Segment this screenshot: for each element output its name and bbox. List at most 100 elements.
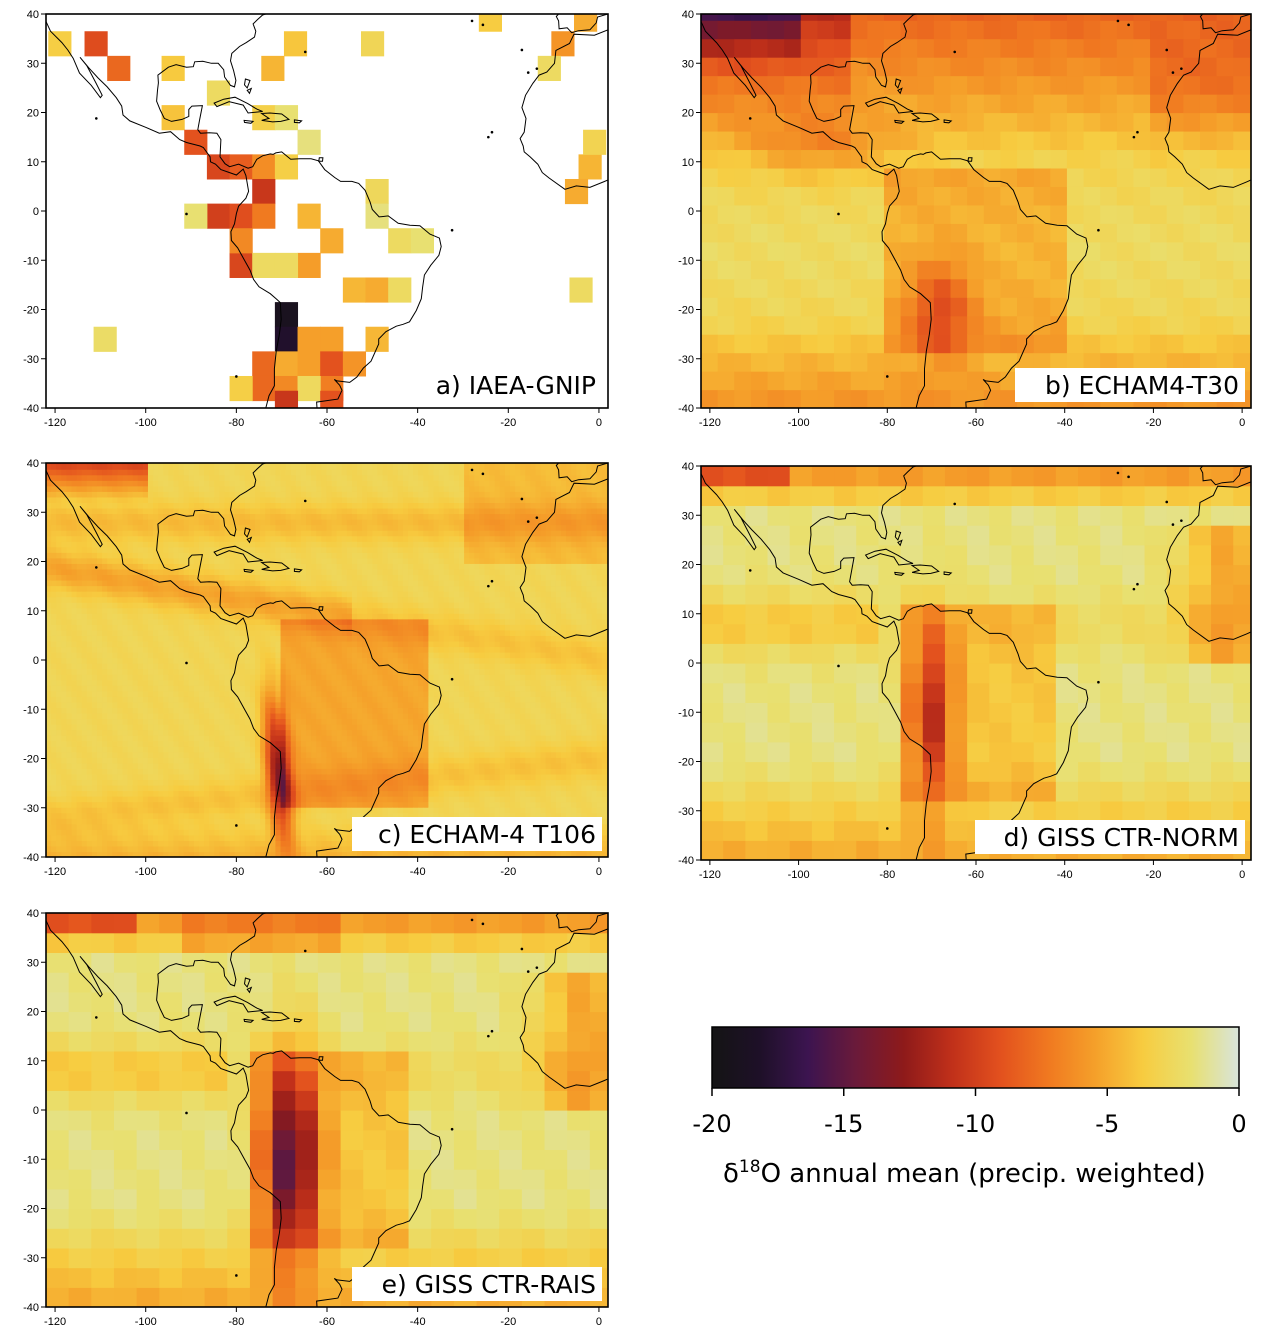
grid-cell: [260, 618, 266, 625]
grid-cell: [71, 602, 78, 609]
grid-cell: [229, 496, 236, 503]
grid-cell: [209, 729, 215, 736]
grid-cell: [219, 818, 226, 825]
grid-cell: [1100, 352, 1118, 372]
grid-cell: [234, 757, 241, 764]
grid-cell: [270, 696, 277, 703]
grid-cell: [71, 574, 78, 581]
grid-cell: [967, 38, 985, 58]
grid-cell: [76, 480, 83, 487]
grid-cell: [91, 624, 98, 631]
grid-cell: [275, 469, 282, 476]
grid-cell: [127, 796, 134, 803]
grid-cell: [229, 773, 236, 781]
grid-cell: [46, 790, 52, 797]
grid-cell: [285, 818, 292, 825]
grid-cell: [224, 668, 231, 675]
grid-cell: [311, 712, 317, 720]
grid-cell: [71, 596, 78, 603]
grid-cell: [239, 740, 246, 747]
grid-cell: [275, 724, 282, 731]
grid-cell: [255, 552, 261, 559]
grid-cell: [850, 186, 868, 206]
grid-cell: [112, 823, 118, 830]
grid-cell: [260, 762, 266, 769]
grid-cell: [178, 602, 185, 609]
grid-cell: [701, 241, 719, 261]
grid-cell: [249, 757, 256, 764]
grid-cell: [198, 801, 205, 808]
grid-cell: [46, 629, 52, 636]
grid-cell: [326, 779, 333, 786]
grid-cell: [173, 474, 180, 481]
grid-cell: [91, 651, 98, 659]
grid-cell: [107, 546, 113, 553]
grid-cell: [326, 696, 333, 703]
grid-cell: [142, 718, 149, 725]
grid-cell: [46, 735, 52, 742]
grid-cell: [66, 618, 73, 625]
grid-cell: [1100, 149, 1118, 169]
grid-cell: [158, 724, 164, 731]
grid-cell: [260, 674, 266, 681]
grid-cell: [300, 635, 307, 642]
grid-cell: [86, 674, 93, 681]
grid-cell: [102, 635, 108, 642]
grid-cell: [193, 502, 200, 509]
grid-cell: [260, 807, 266, 814]
grid-cell: [750, 389, 769, 408]
grid-cell: [1166, 112, 1184, 132]
grid-cell: [229, 602, 236, 609]
grid-cell: [255, 807, 261, 814]
grid-cell: [112, 807, 118, 814]
grid-cell: [316, 718, 322, 725]
grid-cell: [817, 20, 835, 40]
grid-cell: [295, 618, 302, 625]
grid-cell: [1050, 75, 1068, 95]
grid-cell: [76, 724, 83, 731]
grid-cell: [234, 613, 241, 620]
x-tick-label: -20: [1145, 417, 1161, 429]
grid-cell: [46, 840, 52, 847]
grid-cell: [183, 690, 190, 697]
grid-cell: [883, 112, 902, 132]
grid-cell: [234, 591, 241, 598]
grid-cell: [255, 707, 261, 714]
grid-cell: [66, 530, 73, 537]
grid-cell: [51, 474, 57, 481]
grid-cell: [784, 297, 802, 317]
grid-cell: [290, 574, 297, 581]
grid-cell: [1100, 57, 1118, 77]
grid-cell: [117, 607, 124, 614]
grid-cell: [767, 186, 785, 206]
grid-cell: [326, 724, 333, 731]
grid-cell: [234, 568, 241, 576]
grid-cell: [1249, 278, 1251, 298]
grid-cell: [280, 718, 287, 725]
grid-cell: [46, 696, 52, 703]
grid-cell: [234, 524, 241, 531]
grid-cell: [61, 546, 67, 553]
y-tick-label: -10: [23, 255, 39, 267]
grid-cell: [316, 485, 322, 492]
grid-cell: [102, 618, 108, 625]
grid-cell: [967, 186, 985, 206]
grid-cell: [224, 463, 231, 470]
grid-cell: [255, 507, 261, 515]
grid-cell: [188, 463, 195, 470]
grid-cell: [142, 784, 149, 792]
grid-cell: [46, 646, 52, 653]
grid-cell: [112, 773, 118, 781]
grid-cell: [51, 696, 57, 703]
grid-cell: [1033, 260, 1051, 280]
grid-cell: [142, 602, 149, 609]
grid-cell: [214, 646, 220, 653]
grid-cell: [56, 624, 62, 631]
grid-cell: [239, 729, 246, 736]
grid-cell: [158, 668, 164, 675]
grid-cell: [321, 801, 328, 808]
grid-cell: [800, 57, 819, 77]
grid-cell: [260, 718, 266, 725]
grid-cell: [1199, 204, 1218, 224]
grid-cell: [306, 463, 312, 470]
